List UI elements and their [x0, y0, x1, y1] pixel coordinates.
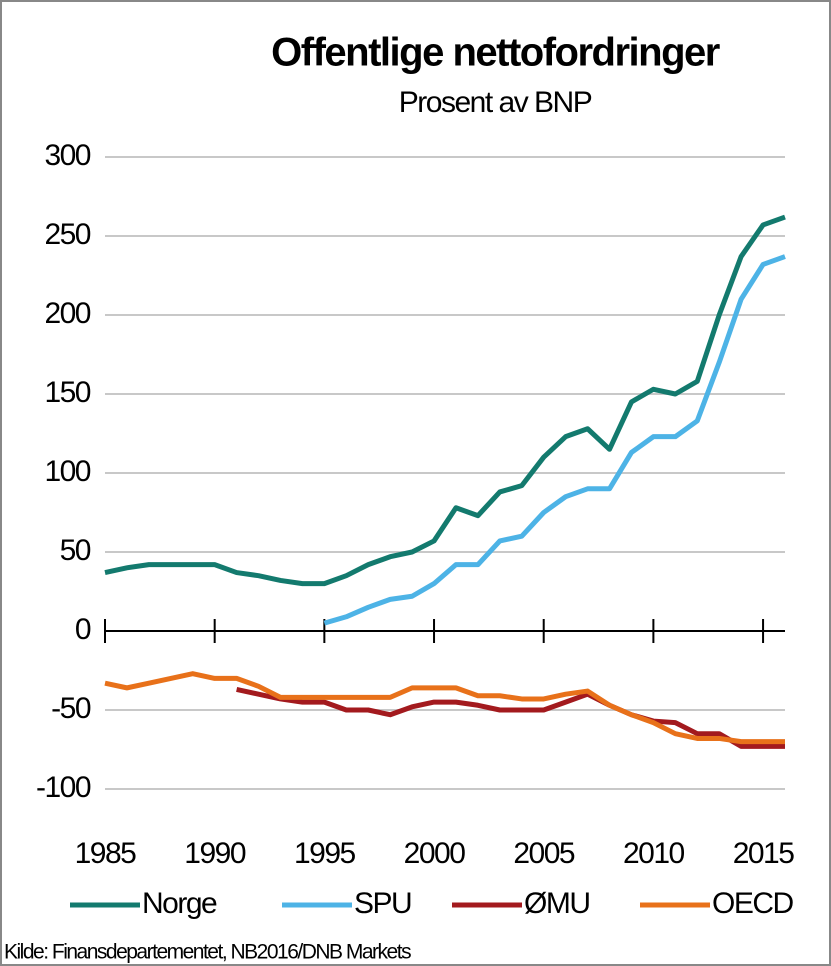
x-tick-label: 1990 — [184, 837, 246, 870]
legend-label: OECD — [712, 887, 794, 920]
y-tick-label: 250 — [44, 218, 90, 251]
x-tick-label: 2010 — [623, 837, 685, 870]
y-tick-label: 0 — [75, 613, 91, 646]
chart-subtitle: Prosent av BNP — [399, 86, 592, 119]
x-tick-label: 1995 — [294, 837, 356, 870]
y-tick-label: 100 — [44, 455, 90, 488]
x-tick-label: 2015 — [733, 837, 795, 870]
x-tick-label: 2005 — [513, 837, 575, 870]
y-tick-label: -100 — [36, 771, 91, 804]
y-tick-label: 200 — [44, 297, 90, 330]
y-tick-label: 300 — [44, 139, 90, 172]
legend-label: Norge — [142, 887, 217, 920]
chart-title: Offentlige nettofordringer — [271, 31, 720, 75]
x-tick-label: 1985 — [75, 837, 137, 870]
legend-label: ØMU — [524, 887, 590, 920]
y-tick-label: 150 — [44, 376, 90, 409]
series-line — [104, 214, 786, 587]
series-line — [236, 687, 785, 749]
y-tick-label: -50 — [51, 692, 91, 725]
legend-label: SPU — [354, 887, 411, 920]
x-tick-label: 2000 — [404, 837, 466, 870]
series-line — [323, 254, 786, 626]
y-tick-label: 50 — [60, 534, 91, 567]
series-line — [104, 671, 785, 745]
source: Kilde: Finansdepartementet, NB2016/DNB M… — [4, 941, 411, 964]
